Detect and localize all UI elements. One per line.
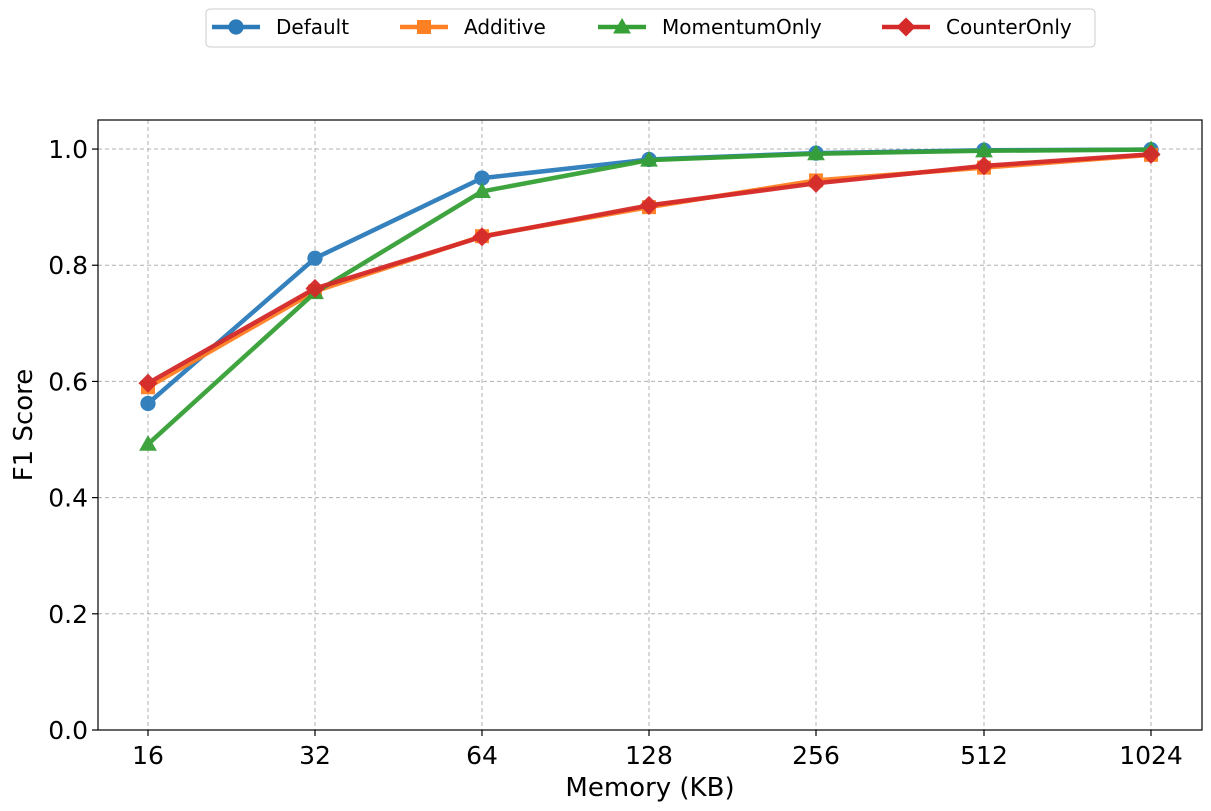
data-point: [305, 278, 325, 299]
legend-marker: [613, 17, 631, 34]
legend-label: MomentumOnly: [662, 15, 822, 39]
legend-label: Default: [276, 15, 349, 39]
y-axis-label: F1 Score: [9, 369, 39, 482]
series-counteronly: [138, 144, 1161, 393]
data-point: [639, 195, 659, 215]
legend-box: [205, 8, 1096, 48]
legend-label: Additive: [464, 15, 546, 39]
legend-item-counteronly: CounterOnly: [882, 15, 1072, 39]
series-group: [138, 140, 1161, 451]
plot-area: [97, 119, 1203, 731]
y-tick-label: 0.6: [48, 367, 88, 396]
legend-marker: [228, 19, 244, 35]
legend: Default Additive MomentumOnly CounterOnly: [205, 8, 1096, 48]
x-tick-label: 32: [299, 741, 331, 770]
data-point: [307, 250, 323, 266]
data-point: [806, 173, 826, 193]
legend-marker: [896, 17, 916, 37]
data-point: [640, 151, 658, 167]
x-tick-label: 64: [466, 741, 498, 770]
data-point: [473, 182, 491, 199]
data-point: [1141, 144, 1161, 164]
data-point: [807, 144, 825, 161]
y-tick-label: 0.2: [48, 600, 88, 629]
data-point: [140, 395, 156, 412]
x-axis: 16 32 64 128 256 512 1024: [132, 730, 1183, 770]
x-tick-label: 256: [792, 741, 840, 770]
y-tick-label: 0.8: [48, 251, 88, 280]
y-tick-label: 0.0: [48, 716, 88, 745]
x-tick-label: 512: [960, 741, 1008, 770]
x-tick-label: 1024: [1119, 741, 1183, 770]
legend-item-default: Default: [212, 15, 349, 39]
data-point: [138, 373, 158, 393]
legend-label: CounterOnly: [946, 15, 1072, 39]
data-point: [974, 156, 994, 176]
data-point: [472, 227, 492, 247]
legend-item-momentumonly: MomentumOnly: [598, 15, 822, 39]
y-tick-label: 1.0: [48, 135, 88, 164]
y-axis: 0.0 0.2 0.4 0.6 0.8 1.0: [48, 135, 98, 745]
legend-marker: [417, 20, 431, 34]
data-point: [139, 435, 157, 451]
x-tick-label: 128: [625, 741, 673, 770]
y-tick-label: 0.4: [48, 484, 88, 513]
x-axis-label: Memory (KB): [565, 773, 734, 803]
legend-item-additive: Additive: [400, 15, 546, 39]
x-tick-label: 16: [132, 741, 164, 770]
